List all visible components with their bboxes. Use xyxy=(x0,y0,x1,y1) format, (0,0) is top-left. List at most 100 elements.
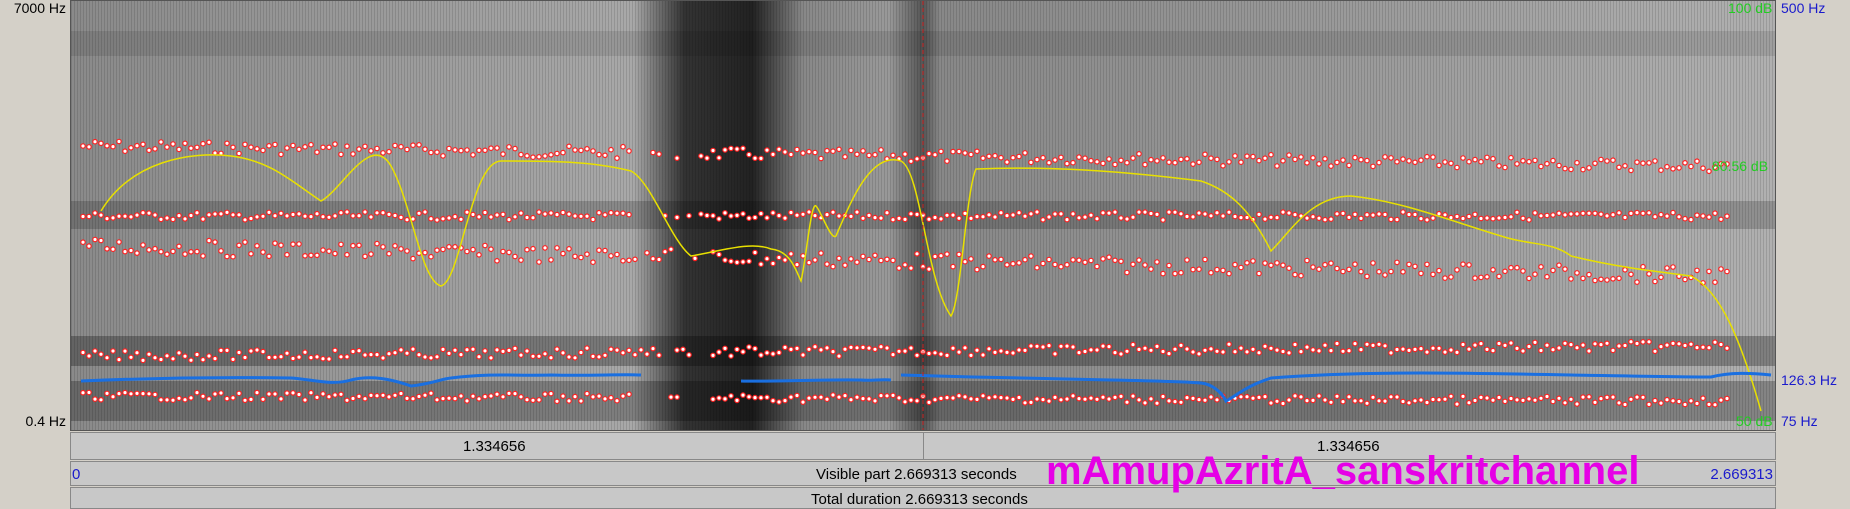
formant-point xyxy=(1094,215,1100,222)
formant-point xyxy=(1496,273,1502,280)
formant-point xyxy=(98,212,104,218)
formant-point xyxy=(1436,345,1442,352)
formant-point xyxy=(1328,399,1334,406)
formant-point xyxy=(1352,211,1358,218)
formant-point xyxy=(812,212,818,219)
formant-point xyxy=(1094,396,1100,403)
formant-point xyxy=(1346,214,1352,221)
formant-point xyxy=(752,214,758,221)
formant-point xyxy=(1154,343,1160,350)
formant-point xyxy=(1274,398,1280,405)
formant-point xyxy=(170,216,176,223)
formant-point xyxy=(1418,345,1424,352)
formant-point xyxy=(488,246,494,253)
formant-point xyxy=(560,250,566,257)
formant-point xyxy=(1262,343,1268,350)
formant-point xyxy=(1406,158,1412,164)
formant-point xyxy=(890,257,896,264)
formant-point xyxy=(128,390,134,397)
formant-point xyxy=(386,148,392,155)
formant-point xyxy=(1220,213,1226,219)
formant-point xyxy=(1718,397,1724,403)
formant-point xyxy=(1370,212,1376,218)
formant-point xyxy=(98,237,104,244)
formant-point xyxy=(1406,211,1412,218)
formant-point xyxy=(248,396,254,403)
formant-point xyxy=(986,153,992,160)
formant-point xyxy=(1364,400,1370,407)
formant-point xyxy=(1532,339,1538,346)
formant-point xyxy=(1328,347,1334,354)
formant-point xyxy=(572,213,578,219)
formant-point xyxy=(188,145,194,152)
formant-point xyxy=(1658,167,1664,174)
formant-point xyxy=(386,350,392,357)
formant-point xyxy=(1556,262,1562,269)
formant-point xyxy=(194,248,200,255)
formant-point xyxy=(1382,211,1388,218)
formant-point xyxy=(758,261,764,268)
formant-point xyxy=(950,345,956,352)
formant-point xyxy=(992,152,998,159)
formant-point xyxy=(230,356,236,363)
formant-point xyxy=(1112,257,1118,264)
formant-point xyxy=(1124,399,1130,406)
formant-point xyxy=(446,145,452,152)
formant-point xyxy=(254,347,260,353)
formant-point xyxy=(164,397,170,403)
formant-point xyxy=(656,352,662,359)
formant-point xyxy=(224,347,230,354)
formant-point xyxy=(992,349,998,356)
formant-point xyxy=(1406,261,1412,268)
formant-point xyxy=(1028,253,1034,259)
segment-left[interactable]: 1.334656 xyxy=(71,433,924,459)
formant-point xyxy=(1088,157,1094,164)
formant-point xyxy=(776,212,782,219)
formant-point xyxy=(1646,271,1652,277)
formant-point xyxy=(1550,346,1556,353)
formant-point xyxy=(776,146,782,153)
formant-point xyxy=(1532,157,1538,164)
formant-point xyxy=(644,250,650,256)
formant-point xyxy=(1178,399,1184,406)
formant-point xyxy=(182,396,188,403)
formant-point xyxy=(1448,274,1454,280)
formant-point xyxy=(1394,159,1400,165)
formant-point xyxy=(1520,215,1526,222)
formant-point xyxy=(1364,341,1370,348)
formant-point xyxy=(1580,275,1586,282)
formant-point xyxy=(848,396,854,403)
formant-point xyxy=(344,251,350,258)
formant-point xyxy=(1508,395,1514,402)
formant-point xyxy=(608,394,614,401)
formant-point xyxy=(284,213,290,219)
formant-point xyxy=(1220,163,1226,169)
formant-point xyxy=(956,349,962,355)
formant-point xyxy=(374,351,380,358)
formant-point xyxy=(1328,216,1334,222)
formant-point xyxy=(1172,270,1178,277)
formant-point xyxy=(626,148,632,154)
spectrogram-panel[interactable] xyxy=(70,0,1776,431)
formant-point xyxy=(1634,209,1640,216)
formant-point xyxy=(1574,159,1580,166)
formant-point xyxy=(1082,396,1088,403)
formant-point xyxy=(404,395,410,402)
formant-point xyxy=(1472,397,1478,404)
formant-point xyxy=(188,357,194,364)
formant-point xyxy=(1544,342,1550,349)
visible-part-bar[interactable]: 0 Visible part 2.669313 seconds 2.669313 xyxy=(70,461,1776,486)
pitch-max-label: 500 Hz xyxy=(1781,0,1826,16)
formant-point xyxy=(1706,168,1712,175)
formant-point xyxy=(818,394,824,401)
formant-point xyxy=(164,251,170,258)
formant-point xyxy=(290,142,296,149)
segment-right[interactable]: 1.334656 xyxy=(924,433,1776,459)
formant-point xyxy=(1046,342,1052,349)
spectrogram-svg[interactable] xyxy=(71,1,1775,430)
formant-point xyxy=(1214,348,1220,355)
formant-point xyxy=(1400,156,1406,162)
formant-point xyxy=(422,354,428,360)
formant-point xyxy=(284,350,290,357)
formant-point xyxy=(224,209,230,216)
